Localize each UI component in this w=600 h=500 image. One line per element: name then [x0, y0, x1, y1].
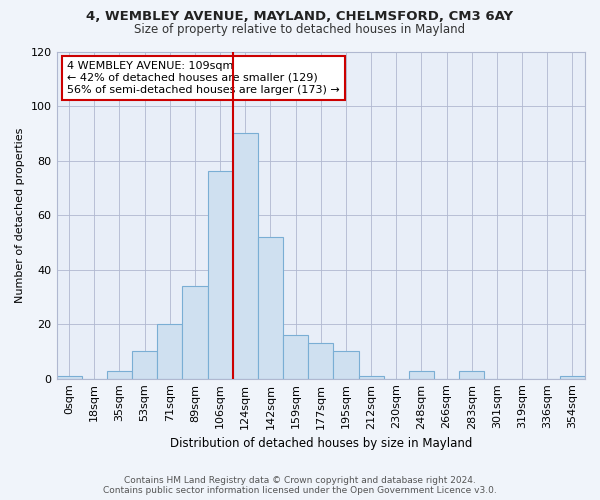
- Bar: [459, 370, 484, 378]
- Text: 4 WEMBLEY AVENUE: 109sqm
← 42% of detached houses are smaller (129)
56% of semi-: 4 WEMBLEY AVENUE: 109sqm ← 42% of detach…: [67, 62, 340, 94]
- Bar: [233, 134, 258, 378]
- Bar: [157, 324, 182, 378]
- Bar: [208, 172, 233, 378]
- Bar: [56, 376, 82, 378]
- Bar: [359, 376, 383, 378]
- Text: Size of property relative to detached houses in Mayland: Size of property relative to detached ho…: [134, 22, 466, 36]
- Bar: [334, 352, 359, 378]
- Y-axis label: Number of detached properties: Number of detached properties: [15, 128, 25, 303]
- Text: Contains HM Land Registry data © Crown copyright and database right 2024.
Contai: Contains HM Land Registry data © Crown c…: [103, 476, 497, 495]
- Bar: [283, 335, 308, 378]
- Bar: [132, 352, 157, 378]
- Bar: [107, 370, 132, 378]
- Bar: [409, 370, 434, 378]
- Bar: [182, 286, 208, 378]
- Bar: [560, 376, 585, 378]
- X-axis label: Distribution of detached houses by size in Mayland: Distribution of detached houses by size …: [170, 437, 472, 450]
- Bar: [308, 343, 334, 378]
- Text: 4, WEMBLEY AVENUE, MAYLAND, CHELMSFORD, CM3 6AY: 4, WEMBLEY AVENUE, MAYLAND, CHELMSFORD, …: [86, 10, 514, 23]
- Bar: [258, 237, 283, 378]
